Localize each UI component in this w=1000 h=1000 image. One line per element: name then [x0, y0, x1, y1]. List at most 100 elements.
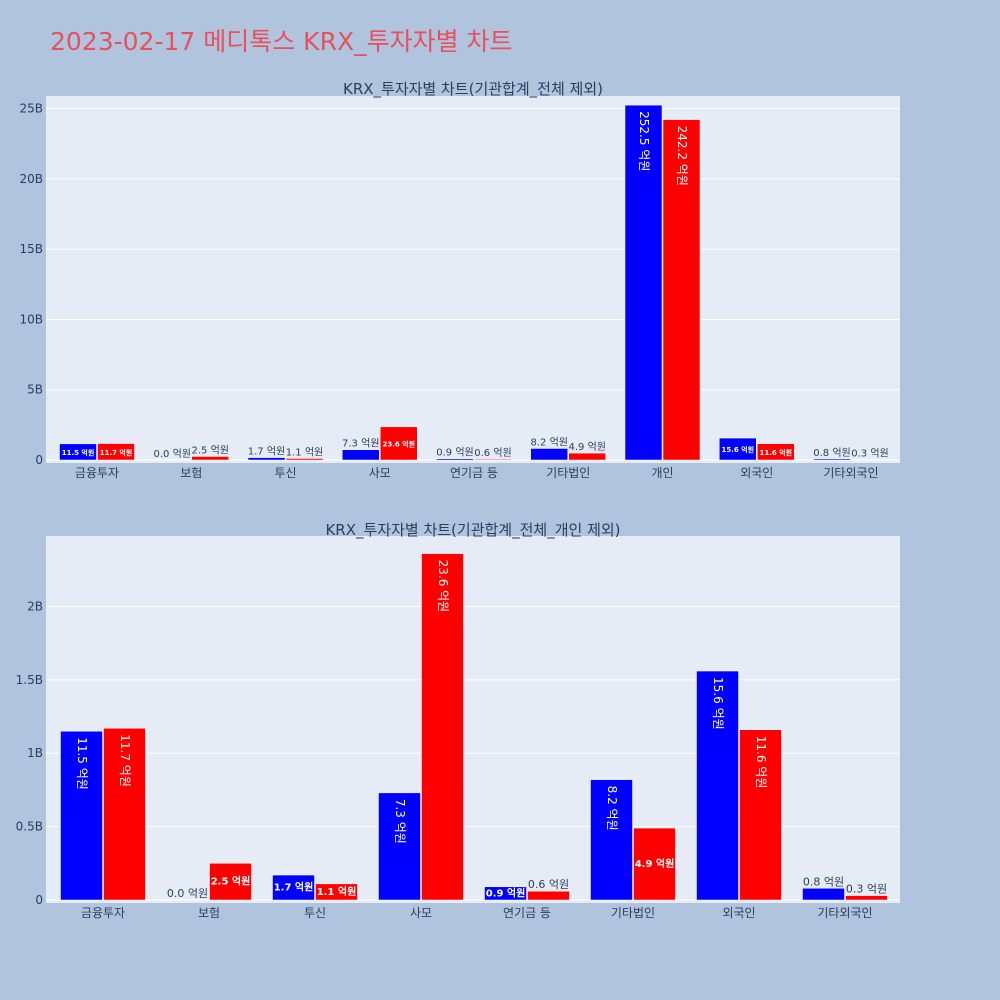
- data-label: 0.3 억원: [851, 448, 888, 460]
- bar-buy: [484, 886, 527, 901]
- bar-buy: [719, 437, 757, 461]
- y-tick-label: 0: [35, 453, 43, 467]
- data-label: 0.6 억원: [474, 447, 511, 459]
- bar-sell: [568, 452, 606, 461]
- bar-sell: [285, 458, 324, 461]
- data-label: 242.2 억원: [675, 126, 689, 186]
- x-tick-label: 금융투자: [75, 466, 119, 480]
- data-label: 11.7 억원: [100, 448, 133, 457]
- bar-buy: [624, 104, 663, 461]
- bar-sell: [739, 729, 782, 901]
- plot-area: [46, 96, 900, 463]
- data-label: 11.5 억원: [75, 737, 89, 790]
- data-label: 7.3 억원: [342, 438, 379, 450]
- data-label: 2.5 억원: [192, 444, 229, 456]
- x-tick-label: 외국인: [722, 906, 755, 920]
- bar-sell: [421, 553, 464, 901]
- bar-buy: [802, 888, 845, 901]
- x-tick-label: 연기금 등: [503, 906, 551, 920]
- data-label: 0.8 억원: [813, 447, 850, 459]
- y-tick-label: 5B: [27, 383, 43, 397]
- data-label: 15.6 억원: [721, 445, 754, 454]
- data-label: 7.3 억원: [393, 799, 407, 844]
- x-tick-label: 기타법인: [611, 906, 655, 920]
- chart-2: 0 0.5B 1B 1.5B 2B KRX_투자자별 차트(기관합계_전체_개인 제외) 금…: [16, 521, 900, 920]
- y-tick-label: 0.5B: [16, 820, 43, 834]
- data-label: 0.6 억원: [528, 878, 569, 891]
- bar-sell: [757, 443, 795, 461]
- data-label: 1.7 억원: [274, 881, 314, 894]
- data-label: 252.5 억원: [637, 111, 651, 171]
- x-tick-label: 금융투자: [81, 906, 125, 920]
- bar-buy: [813, 458, 851, 461]
- y-tick-label: 25B: [19, 102, 43, 116]
- data-label: 2.5 억원: [211, 875, 251, 888]
- bar-buy: [530, 448, 568, 461]
- bar-buy: [59, 443, 97, 461]
- bar-sell: [851, 459, 889, 461]
- bar-sell: [315, 883, 358, 901]
- data-label: 4.9 억원: [635, 857, 675, 870]
- bar-buy: [378, 792, 421, 901]
- bar-buy: [272, 874, 315, 901]
- bar-sell: [633, 827, 676, 901]
- data-label: 8.2 억원: [531, 436, 568, 448]
- x-tick-label: 보험: [198, 906, 220, 920]
- y-tick-label: 1B: [27, 746, 43, 760]
- x-tick-label: 개인: [651, 466, 673, 480]
- bar-buy: [590, 779, 633, 901]
- bar-buy: [247, 457, 286, 461]
- data-label: 23.6 억원: [436, 560, 450, 613]
- bar-sell: [662, 119, 701, 461]
- data-label: 23.6 억원: [382, 439, 415, 448]
- x-tick-label: 보험: [180, 466, 202, 480]
- x-tick-label: 연기금 등: [450, 466, 498, 480]
- bar-buy: [153, 459, 191, 461]
- data-label: 0.0 억원: [154, 448, 191, 460]
- x-tick-label: 기타외국인: [823, 466, 878, 480]
- bar-sell: [527, 890, 570, 901]
- y-tick-label: 10B: [19, 312, 43, 326]
- bar-buy: [436, 458, 474, 461]
- x-tick-label: 투신: [274, 466, 296, 480]
- bar-sell: [380, 426, 418, 461]
- y-tick-label: 15B: [19, 242, 43, 256]
- y-tick-label: 20B: [19, 172, 43, 186]
- data-label: 0.3 억원: [846, 883, 887, 896]
- data-label: 0.9 억원: [486, 886, 526, 899]
- x-tick-label: 외국인: [740, 466, 773, 480]
- chart-1: 0 5B 10B 15B 20B 25B KRX_투자자별 차트(기관합계_전체 제외) 금융…: [19, 80, 900, 480]
- bar-buy: [696, 670, 739, 901]
- y-tick-label: 1.5B: [16, 673, 43, 687]
- data-label: 8.2 억원: [605, 786, 619, 831]
- bar-sell: [474, 458, 512, 461]
- y-tick-label: 2B: [27, 599, 43, 613]
- chart-title: KRX_투자자별 차트(기관합계_전체_개인 제외): [325, 521, 620, 540]
- bar-sell: [191, 456, 229, 461]
- data-label: 1.1 억원: [286, 446, 323, 458]
- bar-sell: [97, 443, 135, 461]
- bar-buy: [60, 730, 103, 901]
- bar-buy: [342, 449, 380, 461]
- data-label: 0.8 억원: [803, 875, 844, 888]
- data-label: 11.5 억원: [62, 448, 95, 457]
- x-tick-label: 사모: [369, 466, 391, 480]
- bar-sell: [209, 863, 252, 901]
- data-label: 0.9 억원: [436, 447, 473, 459]
- x-tick-label: 사모: [410, 906, 432, 920]
- x-tick-label: 투신: [304, 906, 326, 920]
- data-label: 1.7 억원: [248, 446, 285, 458]
- data-label: 11.7 억원: [118, 734, 132, 787]
- bar-buy: [166, 899, 209, 901]
- bar-sell: [845, 895, 888, 901]
- x-tick-label: 기타법인: [546, 466, 590, 480]
- data-label: 11.6 억원: [759, 448, 792, 457]
- data-label: 0.0 억원: [167, 887, 208, 900]
- data-label: 15.6 억원: [711, 677, 725, 730]
- x-tick-label: 기타외국인: [817, 906, 872, 920]
- bar-sell: [103, 728, 146, 901]
- page-title: 2023-02-17 메디톡스 KRX_투자자별 차트: [50, 27, 513, 56]
- data-label: 11.6 억원: [754, 736, 768, 789]
- data-label: 4.9 억원: [569, 441, 606, 453]
